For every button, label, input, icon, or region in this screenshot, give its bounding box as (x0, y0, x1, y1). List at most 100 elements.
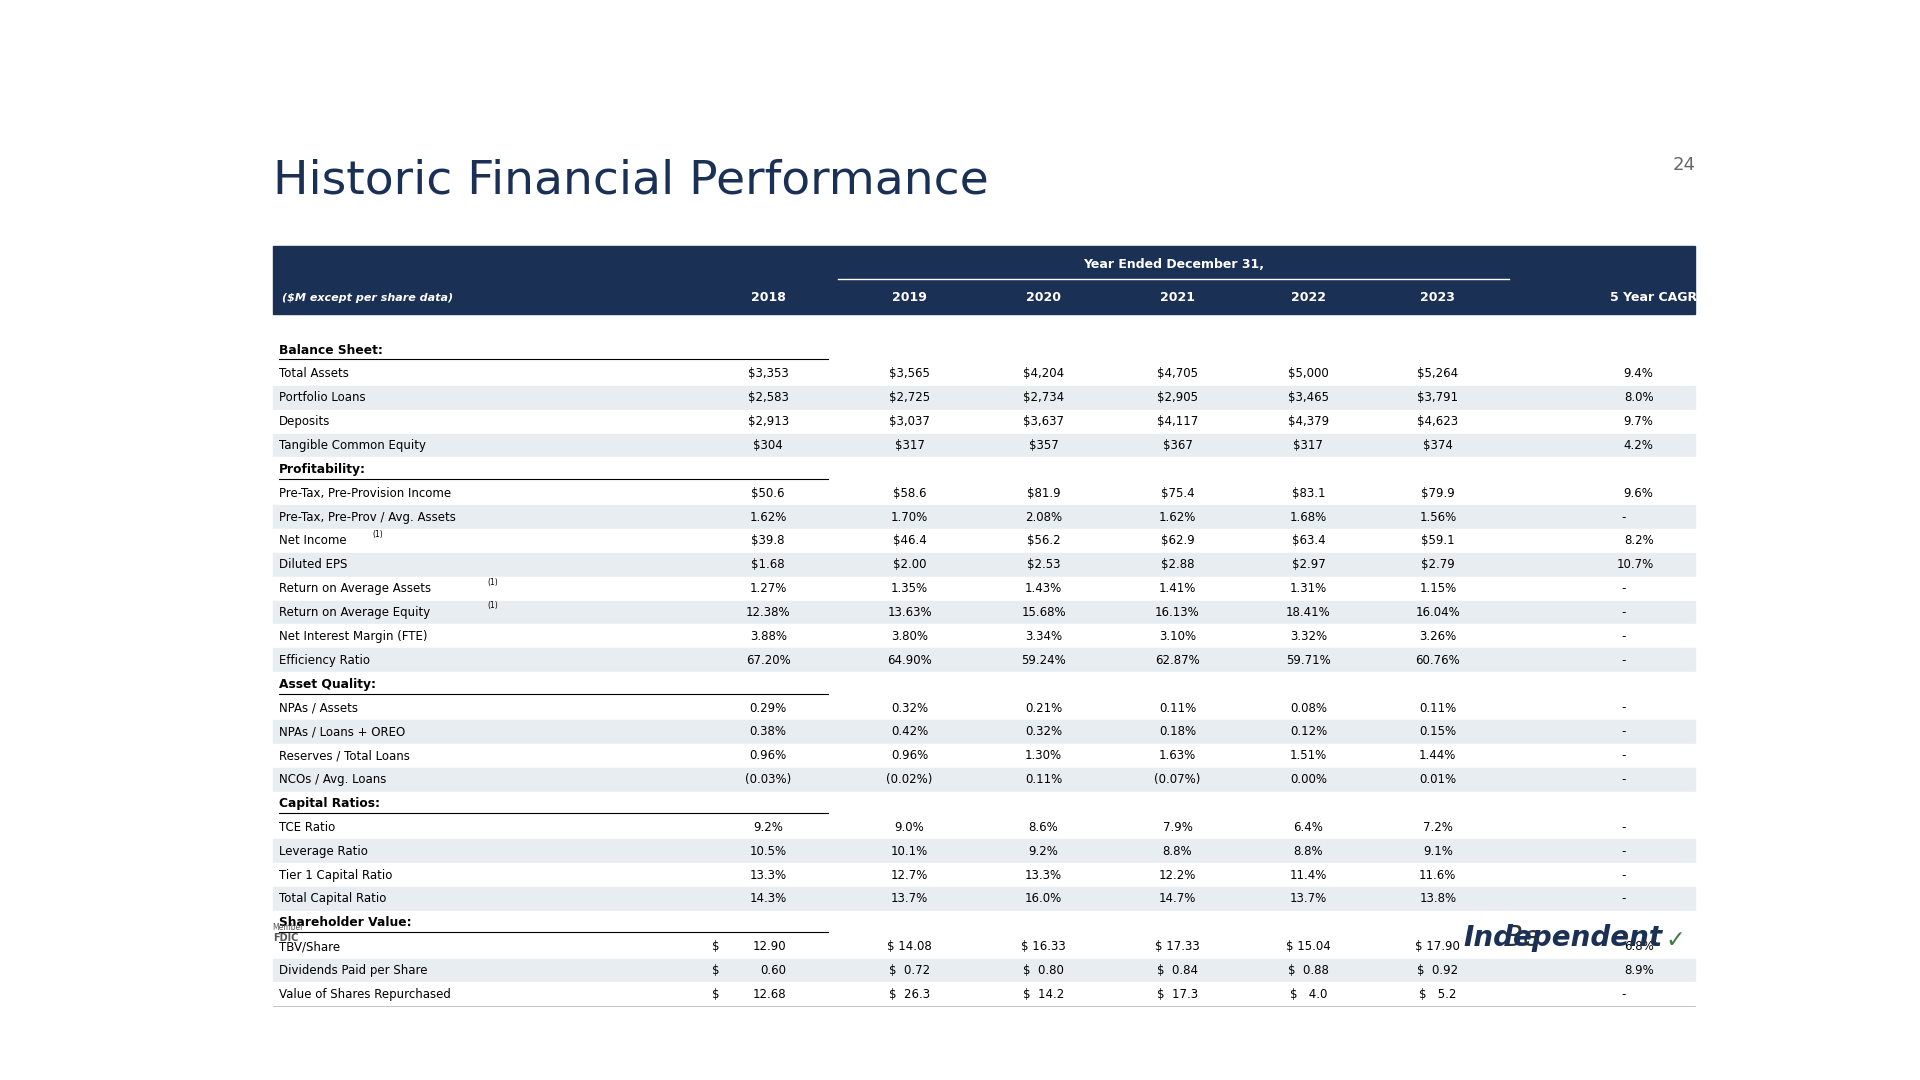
Text: 11.4%: 11.4% (1290, 868, 1327, 881)
Text: NPAs / Loans + OREO: NPAs / Loans + OREO (278, 726, 405, 739)
Text: $2,734: $2,734 (1023, 391, 1064, 404)
Text: $ 17.33: $ 17.33 (1156, 941, 1200, 954)
Text: $  0.92: $ 0.92 (1417, 964, 1459, 977)
Text: $  14.2: $ 14.2 (1023, 988, 1064, 1001)
Text: $317: $317 (1294, 438, 1323, 453)
Text: 24: 24 (1672, 157, 1695, 174)
Text: (0.03%): (0.03%) (745, 773, 791, 786)
Text: $: $ (712, 964, 720, 977)
Bar (273, 697, 1695, 720)
Text: Leverage Ratio: Leverage Ratio (278, 845, 367, 858)
Text: 18.41%: 18.41% (1286, 606, 1331, 619)
Text: Shareholder Value:: Shareholder Value: (278, 916, 411, 929)
Text: 0.32%: 0.32% (891, 702, 927, 715)
Text: 0.42%: 0.42% (891, 726, 927, 739)
Text: 1.41%: 1.41% (1160, 582, 1196, 595)
Text: Pre-Tax, Pre-Prov / Avg. Assets: Pre-Tax, Pre-Prov / Avg. Assets (278, 511, 455, 524)
Text: Tier 1 Capital Ratio: Tier 1 Capital Ratio (278, 868, 392, 881)
Text: 59.24%: 59.24% (1021, 653, 1066, 666)
Text: $  17.3: $ 17.3 (1158, 988, 1198, 1001)
Text: 1.31%: 1.31% (1290, 582, 1327, 595)
Text: Dividends Paid per Share: Dividends Paid per Share (278, 964, 426, 977)
Text: Tangible Common Equity: Tangible Common Equity (278, 438, 426, 453)
Text: $ 15.04: $ 15.04 (1286, 941, 1331, 954)
Text: 2019: 2019 (893, 292, 927, 305)
Bar (273, 433, 1695, 458)
Text: -: - (1622, 773, 1626, 786)
Text: $4,379: $4,379 (1288, 415, 1329, 428)
Text: $2,583: $2,583 (747, 391, 789, 404)
Text: Value of Shares Repurchased: Value of Shares Repurchased (278, 988, 451, 1001)
Text: 16.0%: 16.0% (1025, 892, 1062, 905)
Text: 3.34%: 3.34% (1025, 630, 1062, 643)
Text: 2020: 2020 (1025, 292, 1062, 305)
Bar (273, 863, 1695, 887)
Text: $  0.72: $ 0.72 (889, 964, 929, 977)
Text: -: - (1622, 988, 1626, 1001)
Text: 0.38%: 0.38% (749, 726, 787, 739)
Text: -: - (1622, 845, 1626, 858)
Text: 8.9%: 8.9% (1624, 964, 1653, 977)
Bar (273, 672, 1695, 697)
Text: $2,905: $2,905 (1158, 391, 1198, 404)
Text: $5,000: $5,000 (1288, 367, 1329, 380)
Text: $2.97: $2.97 (1292, 558, 1325, 571)
Text: 8.8%: 8.8% (1294, 845, 1323, 858)
Text: $39.8: $39.8 (751, 535, 785, 548)
Text: 13.63%: 13.63% (887, 606, 931, 619)
Text: $: $ (712, 988, 720, 1001)
Text: 13.3%: 13.3% (1025, 868, 1062, 881)
Bar (273, 482, 1695, 505)
Bar (273, 887, 1695, 910)
Bar (273, 505, 1695, 529)
Bar (273, 386, 1695, 409)
Text: $304: $304 (753, 438, 783, 453)
Text: 1.35%: 1.35% (891, 582, 927, 595)
Text: -: - (1622, 702, 1626, 715)
Bar (273, 792, 1695, 815)
Text: 3.10%: 3.10% (1160, 630, 1196, 643)
Text: $46.4: $46.4 (893, 535, 927, 548)
Text: 9.4%: 9.4% (1624, 367, 1653, 380)
Text: $1.68: $1.68 (751, 558, 785, 571)
Bar (273, 744, 1695, 768)
Text: 0.11%: 0.11% (1419, 702, 1457, 715)
Bar (273, 409, 1695, 433)
Text: 1.30%: 1.30% (1025, 750, 1062, 762)
Text: 14.7%: 14.7% (1160, 892, 1196, 905)
Bar (273, 553, 1695, 577)
Text: $357: $357 (1029, 438, 1058, 453)
Text: $3,353: $3,353 (749, 367, 789, 380)
Text: $317: $317 (895, 438, 925, 453)
Text: 0.08%: 0.08% (1290, 702, 1327, 715)
Text: $3,037: $3,037 (889, 415, 929, 428)
Text: 3.80%: 3.80% (891, 630, 927, 643)
Text: 7.2%: 7.2% (1423, 821, 1453, 834)
Text: Net Income: Net Income (278, 535, 346, 548)
Text: 59.71%: 59.71% (1286, 653, 1331, 666)
Text: 1.27%: 1.27% (749, 582, 787, 595)
Text: 1.62%: 1.62% (749, 511, 787, 524)
Text: 60.76%: 60.76% (1415, 653, 1461, 666)
Text: 1.44%: 1.44% (1419, 750, 1457, 762)
Text: $ 16.33: $ 16.33 (1021, 941, 1066, 954)
Text: -: - (1622, 892, 1626, 905)
Text: 13.3%: 13.3% (749, 868, 787, 881)
Text: 8.0%: 8.0% (1624, 391, 1653, 404)
Text: 0.15%: 0.15% (1419, 726, 1457, 739)
Text: 9.6%: 9.6% (1624, 487, 1653, 500)
Text: 0.96%: 0.96% (749, 750, 787, 762)
Text: $  0.84: $ 0.84 (1158, 964, 1198, 977)
Text: $4,117: $4,117 (1158, 415, 1198, 428)
Text: NCOs / Avg. Loans: NCOs / Avg. Loans (278, 773, 386, 786)
Text: 0.01%: 0.01% (1419, 773, 1457, 786)
Text: Return on Average Equity: Return on Average Equity (278, 606, 430, 619)
Text: 14.3%: 14.3% (749, 892, 787, 905)
Text: TBV/Share: TBV/Share (278, 941, 340, 954)
Text: $59.1: $59.1 (1421, 535, 1455, 548)
Text: $   5.2: $ 5.2 (1419, 988, 1457, 1001)
Text: 1.43%: 1.43% (1025, 582, 1062, 595)
Text: 7.9%: 7.9% (1162, 821, 1192, 834)
Bar (273, 815, 1695, 839)
Text: 1.70%: 1.70% (891, 511, 927, 524)
